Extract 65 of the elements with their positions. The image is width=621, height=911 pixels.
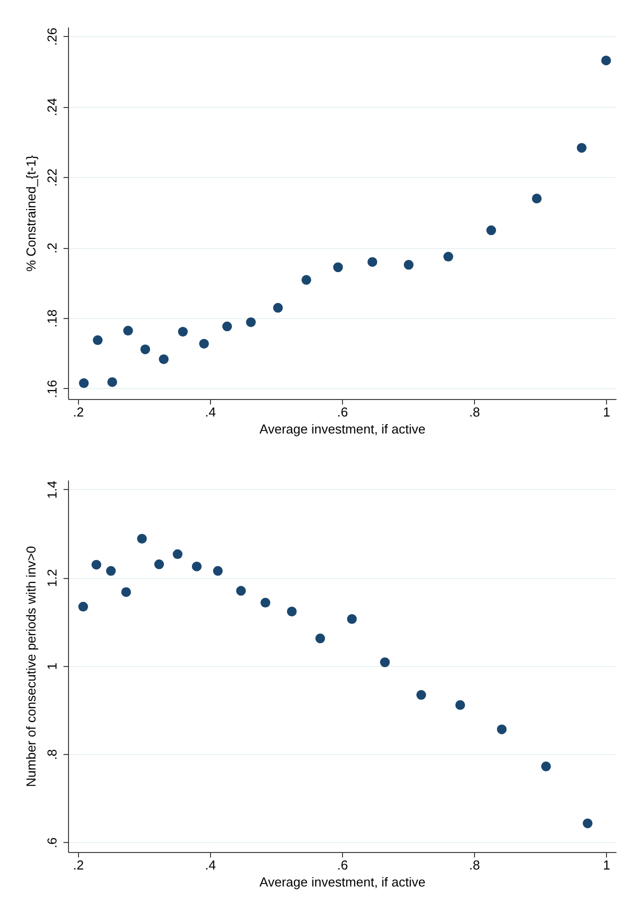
point [172,549,182,559]
x-tick-label: .8 [469,858,480,872]
point [158,354,169,364]
y-tick-label: 1.2 [44,568,60,588]
point [199,338,209,349]
y-axis-title: Number of consecutive periods with inv>0 [24,546,38,787]
point [347,614,357,624]
point [140,344,150,354]
y-axis-title: % Constrained_{t-1} [24,154,38,272]
y-tick-label: 1 [44,662,60,670]
point [107,377,118,387]
point [443,252,454,262]
point [123,326,133,336]
point [301,275,312,285]
point [192,562,202,572]
point [286,606,297,616]
point [178,326,188,337]
point [333,262,343,272]
point [582,818,592,828]
point [92,560,102,570]
y-tick-label: .24 [44,98,60,116]
point [496,724,507,734]
point [486,225,496,236]
y-tick-label: .26 [44,28,60,46]
x-tick-label: .8 [469,404,480,420]
point [315,634,326,644]
point [92,335,103,346]
x-tick-label: 1 [602,404,610,420]
y-tick-label: .18 [44,309,60,328]
x-tick-label: .4 [205,404,216,420]
point [121,587,131,597]
point [78,378,89,388]
y-tick-label: .16 [44,380,60,398]
point [380,657,390,668]
point [236,586,246,596]
point [576,142,587,153]
x-tick-label: .6 [337,404,348,420]
y-tick-label: 1.4 [44,480,60,499]
point [213,566,223,576]
y-tick-label: .8 [44,749,60,760]
x-tick-label: .2 [72,404,84,420]
point [154,559,164,570]
point [273,302,283,313]
point [260,598,270,608]
point [455,700,466,710]
y-tick-label: .6 [44,837,60,848]
x-axis-title: Average investment, if active [260,422,426,436]
x-axis-title: Average investment, if active [260,874,426,890]
point [368,257,378,267]
x-tick-label: .4 [205,858,216,872]
point [404,260,414,270]
point [541,762,551,772]
x-tick-label: .2 [72,858,84,872]
point [601,56,611,66]
point [222,322,232,332]
point [137,534,147,544]
point [532,194,542,204]
point [106,566,116,576]
y-tick-label: .2 [44,242,60,254]
x-tick-label: 1 [602,858,610,872]
y-tick-label: .22 [44,168,60,187]
x-tick-label: .6 [337,858,348,872]
point [78,602,88,612]
point [416,690,426,700]
point [246,317,256,328]
